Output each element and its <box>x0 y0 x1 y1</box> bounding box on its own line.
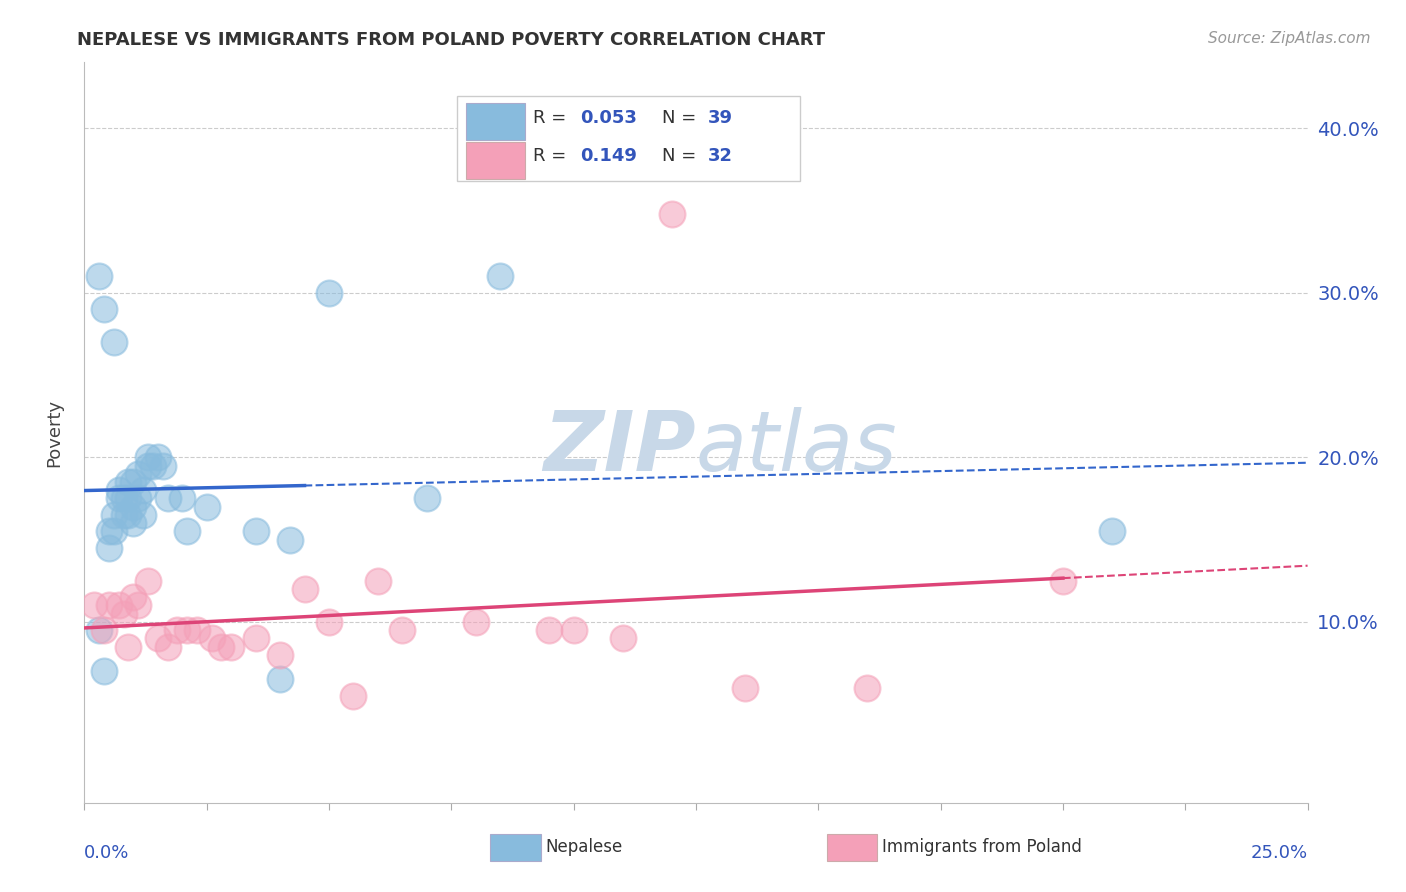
Point <box>136 574 159 588</box>
Point <box>117 491 139 506</box>
Point <box>318 615 340 629</box>
Point <box>117 475 139 489</box>
Text: 0.149: 0.149 <box>579 147 637 165</box>
FancyBboxPatch shape <box>491 834 541 861</box>
Point <box>489 269 512 284</box>
Point <box>112 508 135 522</box>
Text: 25.0%: 25.0% <box>1250 844 1308 862</box>
Point <box>367 574 389 588</box>
Point <box>391 623 413 637</box>
Text: Poverty: Poverty <box>45 399 63 467</box>
Text: ZIP: ZIP <box>543 407 696 488</box>
Point <box>416 491 439 506</box>
Point <box>127 467 149 481</box>
Point <box>734 681 756 695</box>
Point <box>127 491 149 506</box>
Point <box>136 458 159 473</box>
Point <box>87 623 110 637</box>
Point <box>93 623 115 637</box>
Point <box>176 524 198 539</box>
Point <box>245 524 267 539</box>
Point <box>166 623 188 637</box>
Point <box>136 450 159 465</box>
Point <box>342 689 364 703</box>
Point <box>1052 574 1074 588</box>
Point <box>269 673 291 687</box>
Point <box>112 607 135 621</box>
Point <box>93 302 115 317</box>
Point <box>200 632 222 646</box>
Point <box>146 450 169 465</box>
Point <box>186 623 208 637</box>
Point <box>132 483 155 498</box>
Text: N =: N = <box>662 109 702 127</box>
Text: N =: N = <box>662 147 702 165</box>
Point <box>122 590 145 604</box>
Text: atlas: atlas <box>696 407 897 488</box>
Point <box>156 491 179 506</box>
FancyBboxPatch shape <box>457 95 800 181</box>
Point <box>122 475 145 489</box>
Point <box>132 508 155 522</box>
Point <box>112 491 135 506</box>
Point <box>464 615 486 629</box>
FancyBboxPatch shape <box>827 834 877 861</box>
Text: NEPALESE VS IMMIGRANTS FROM POLAND POVERTY CORRELATION CHART: NEPALESE VS IMMIGRANTS FROM POLAND POVER… <box>77 31 825 49</box>
Point <box>122 516 145 530</box>
Point <box>103 335 125 350</box>
Point <box>146 632 169 646</box>
Point <box>117 508 139 522</box>
Text: 39: 39 <box>709 109 733 127</box>
Point <box>278 533 301 547</box>
Point <box>156 640 179 654</box>
Text: 32: 32 <box>709 147 733 165</box>
Point <box>176 623 198 637</box>
Point <box>103 508 125 522</box>
Point <box>107 491 129 506</box>
Text: R =: R = <box>533 147 578 165</box>
Text: Source: ZipAtlas.com: Source: ZipAtlas.com <box>1208 31 1371 46</box>
Point <box>142 458 165 473</box>
Text: Nepalese: Nepalese <box>546 838 623 856</box>
Point <box>97 599 120 613</box>
Point <box>219 640 242 654</box>
Point <box>318 285 340 300</box>
Text: R =: R = <box>533 109 572 127</box>
Point <box>97 541 120 555</box>
Point <box>538 623 561 637</box>
Point <box>122 500 145 514</box>
Point <box>856 681 879 695</box>
Point <box>97 524 120 539</box>
Point <box>107 483 129 498</box>
Point <box>172 491 194 506</box>
Point <box>117 640 139 654</box>
FancyBboxPatch shape <box>465 103 524 140</box>
Text: Immigrants from Poland: Immigrants from Poland <box>882 838 1081 856</box>
Point <box>245 632 267 646</box>
Text: 0.053: 0.053 <box>579 109 637 127</box>
Point <box>612 632 634 646</box>
Point <box>83 599 105 613</box>
Point <box>294 582 316 596</box>
Point <box>103 524 125 539</box>
Point <box>1101 524 1123 539</box>
Point <box>152 458 174 473</box>
Point <box>127 599 149 613</box>
Point <box>562 623 585 637</box>
Point <box>209 640 232 654</box>
Point <box>269 648 291 662</box>
Point <box>93 664 115 678</box>
FancyBboxPatch shape <box>465 142 524 178</box>
Point <box>87 269 110 284</box>
Point <box>195 500 218 514</box>
Point <box>107 599 129 613</box>
Text: 0.0%: 0.0% <box>84 844 129 862</box>
Point <box>661 207 683 221</box>
